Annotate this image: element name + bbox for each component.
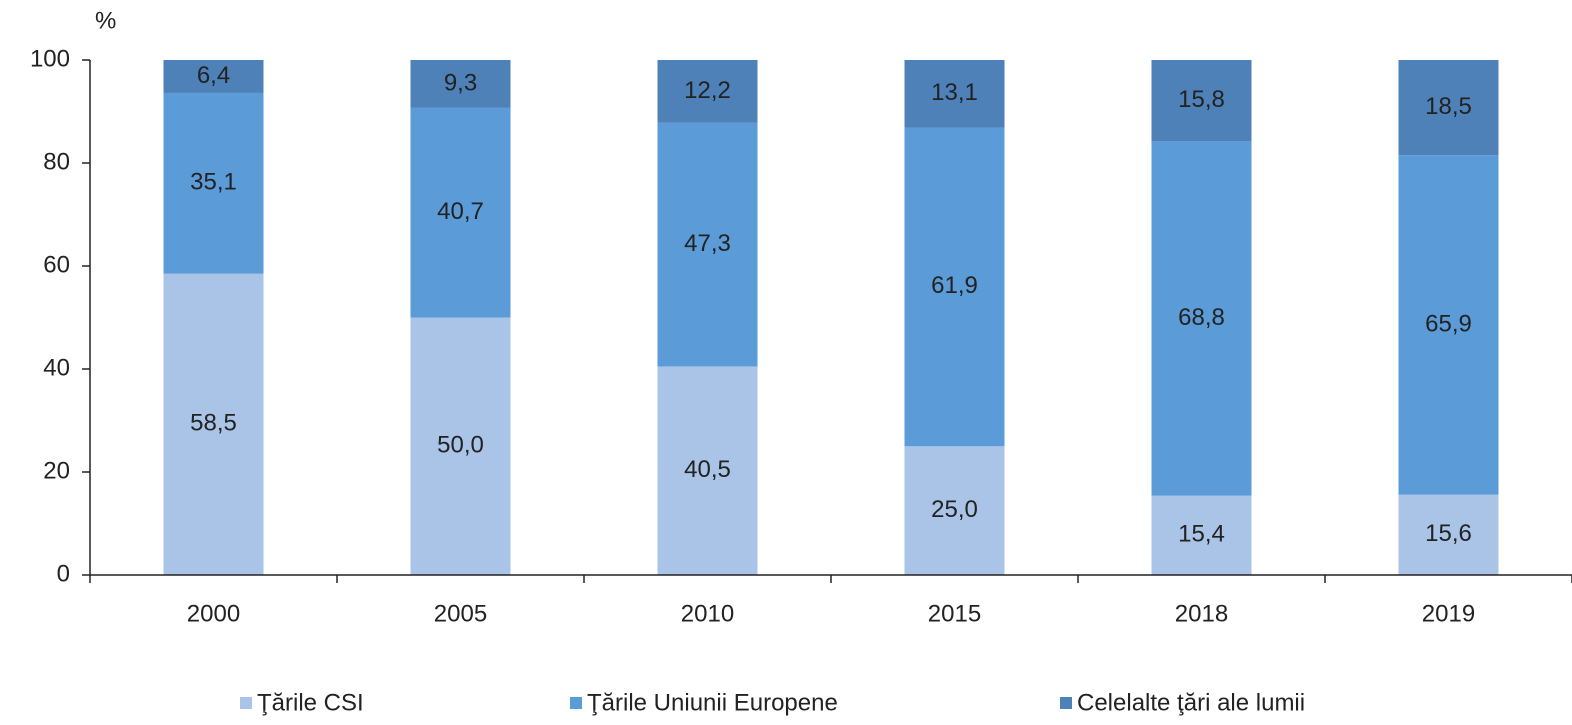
- data-label: 40,5: [684, 456, 731, 483]
- bar-segment: [410, 107, 511, 318]
- x-tick-label: 2000: [187, 600, 240, 627]
- x-tick-label: 2019: [1422, 600, 1475, 627]
- y-axis-label: %: [95, 7, 116, 34]
- legend-label: Celelalte ţări ale lumii: [1077, 689, 1305, 716]
- bar-segment: [1151, 141, 1252, 496]
- data-label: 35,1: [190, 169, 237, 196]
- bar-segment: [657, 122, 758, 367]
- x-tick-label: 2015: [928, 600, 981, 627]
- bar-segment: [163, 92, 264, 274]
- data-label: 50,0: [437, 432, 484, 459]
- data-label: 47,3: [684, 230, 731, 257]
- bar-segment: [657, 60, 758, 123]
- y-tick-label: 40: [43, 354, 70, 381]
- data-label: 40,7: [437, 198, 484, 225]
- data-label: 15,6: [1425, 520, 1472, 547]
- bar-segment: [1398, 155, 1499, 495]
- x-tick-label: 2018: [1175, 600, 1228, 627]
- bar-segment: [657, 366, 758, 575]
- legend-label: Ţările CSI: [257, 689, 364, 716]
- data-label: 6,4: [197, 62, 230, 89]
- data-label: 18,5: [1425, 93, 1472, 120]
- legend-swatch: [1060, 697, 1072, 709]
- y-tick-label: 20: [43, 457, 70, 484]
- bar-segment: [1398, 60, 1499, 156]
- bar-segment: [904, 446, 1005, 575]
- bar-segment: [1151, 60, 1252, 142]
- y-tick-label: 60: [43, 251, 70, 278]
- y-tick-label: 80: [43, 148, 70, 175]
- bar-segment: [410, 60, 511, 108]
- data-label: 13,1: [931, 79, 978, 106]
- bar-segment: [1398, 494, 1499, 575]
- data-label: 58,5: [190, 410, 237, 437]
- data-label: 68,8: [1178, 304, 1225, 331]
- bar-segment: [163, 60, 264, 93]
- data-label: 65,9: [1425, 310, 1472, 337]
- y-tick-label: 100: [30, 45, 70, 72]
- legend-label: Ţările Uniunii Europene: [587, 689, 838, 716]
- bar-segment: [410, 317, 511, 575]
- data-label: 25,0: [931, 496, 978, 523]
- x-tick-label: 2005: [434, 600, 487, 627]
- data-label: 15,4: [1178, 521, 1225, 548]
- bar-segment: [163, 273, 264, 575]
- legend-swatch: [240, 697, 252, 709]
- legend-swatch: [570, 697, 582, 709]
- data-label: 15,8: [1178, 86, 1225, 113]
- bar-segment: [904, 127, 1005, 447]
- data-label: 9,3: [444, 69, 477, 96]
- data-label: 61,9: [931, 272, 978, 299]
- data-label: 12,2: [684, 77, 731, 104]
- x-tick-label: 2010: [681, 600, 734, 627]
- y-tick-label: 0: [57, 560, 70, 587]
- bar-segment: [1151, 495, 1252, 575]
- bar-segment: [904, 60, 1005, 128]
